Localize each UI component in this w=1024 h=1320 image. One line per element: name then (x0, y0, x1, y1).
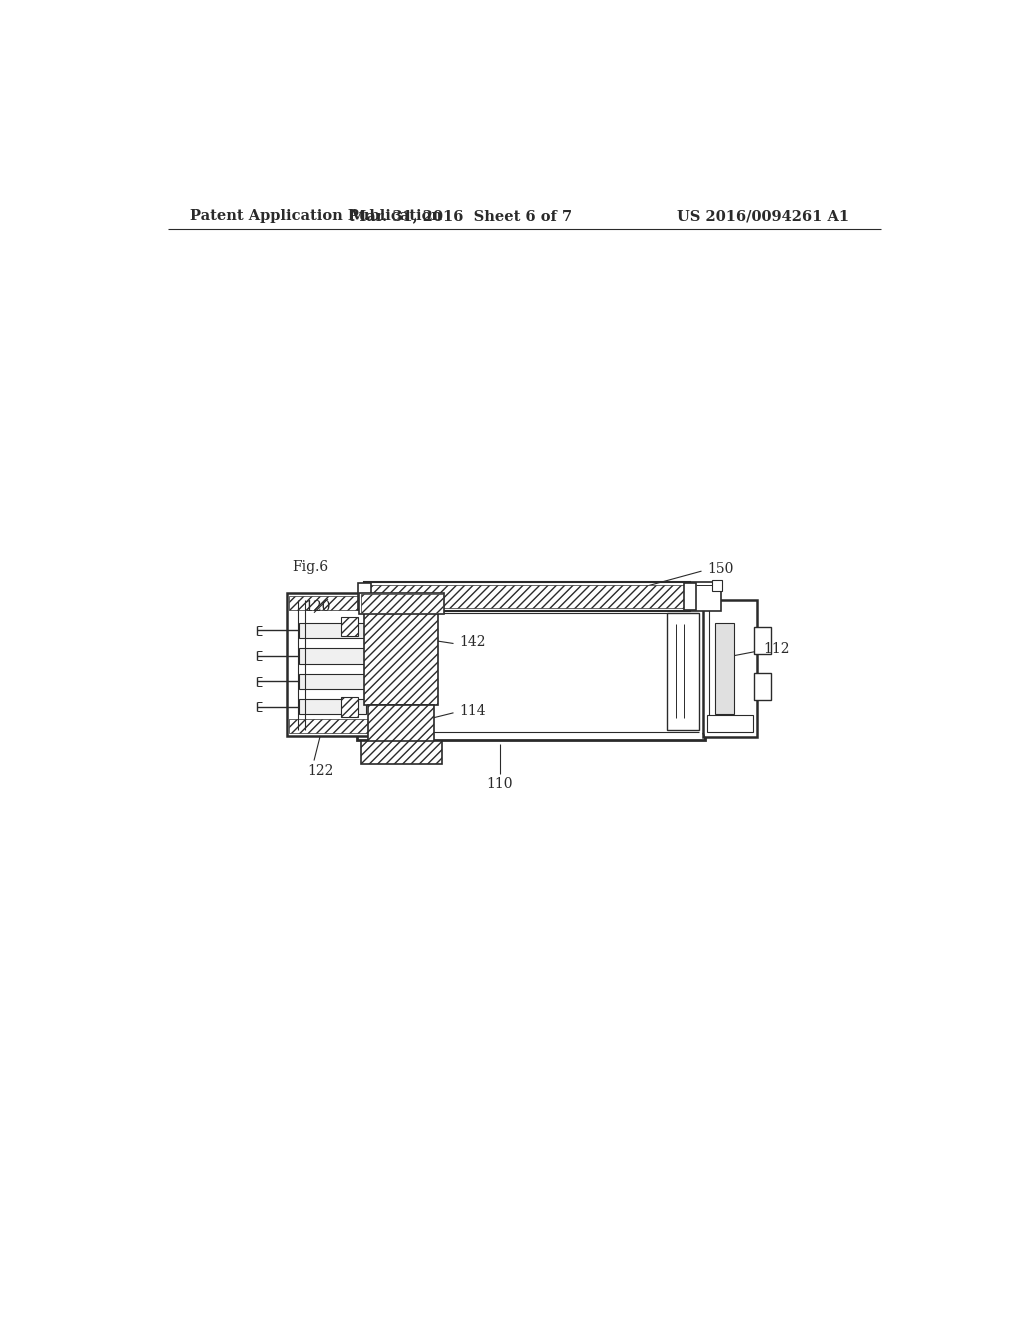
Bar (690, 582, 721, 611)
Bar (667, 612, 699, 730)
Bar (358, 583, 371, 610)
Text: 142: 142 (460, 635, 486, 649)
Bar (684, 583, 696, 610)
Bar (299, 673, 366, 689)
Bar (299, 648, 366, 664)
Text: 114: 114 (460, 705, 486, 718)
Bar (289, 595, 374, 610)
Bar (703, 599, 758, 737)
Text: 110: 110 (486, 776, 513, 791)
Text: Mar. 31, 2016  Sheet 6 of 7: Mar. 31, 2016 Sheet 6 of 7 (350, 209, 572, 223)
Bar (289, 719, 374, 733)
Text: Fig.6: Fig.6 (292, 560, 329, 573)
Bar (365, 599, 438, 705)
Bar (360, 741, 442, 763)
Bar (369, 705, 434, 743)
Text: 120: 120 (305, 599, 331, 614)
Text: 112: 112 (764, 642, 790, 656)
Bar (359, 593, 444, 614)
Bar (712, 581, 722, 591)
Bar (755, 673, 771, 700)
Bar (341, 697, 358, 717)
Bar (341, 616, 358, 636)
Text: 150: 150 (708, 562, 734, 576)
Bar (356, 605, 706, 739)
Bar (299, 700, 366, 714)
Bar (707, 715, 754, 733)
Bar (299, 623, 366, 638)
Text: US 2016/0094261 A1: US 2016/0094261 A1 (678, 209, 850, 223)
Bar (368, 585, 687, 609)
Bar (755, 627, 771, 653)
Bar (365, 582, 690, 611)
Bar (287, 594, 376, 737)
Bar (715, 623, 734, 714)
Bar (360, 594, 442, 612)
Text: Patent Application Publication: Patent Application Publication (190, 209, 442, 223)
Text: 122: 122 (307, 763, 334, 777)
